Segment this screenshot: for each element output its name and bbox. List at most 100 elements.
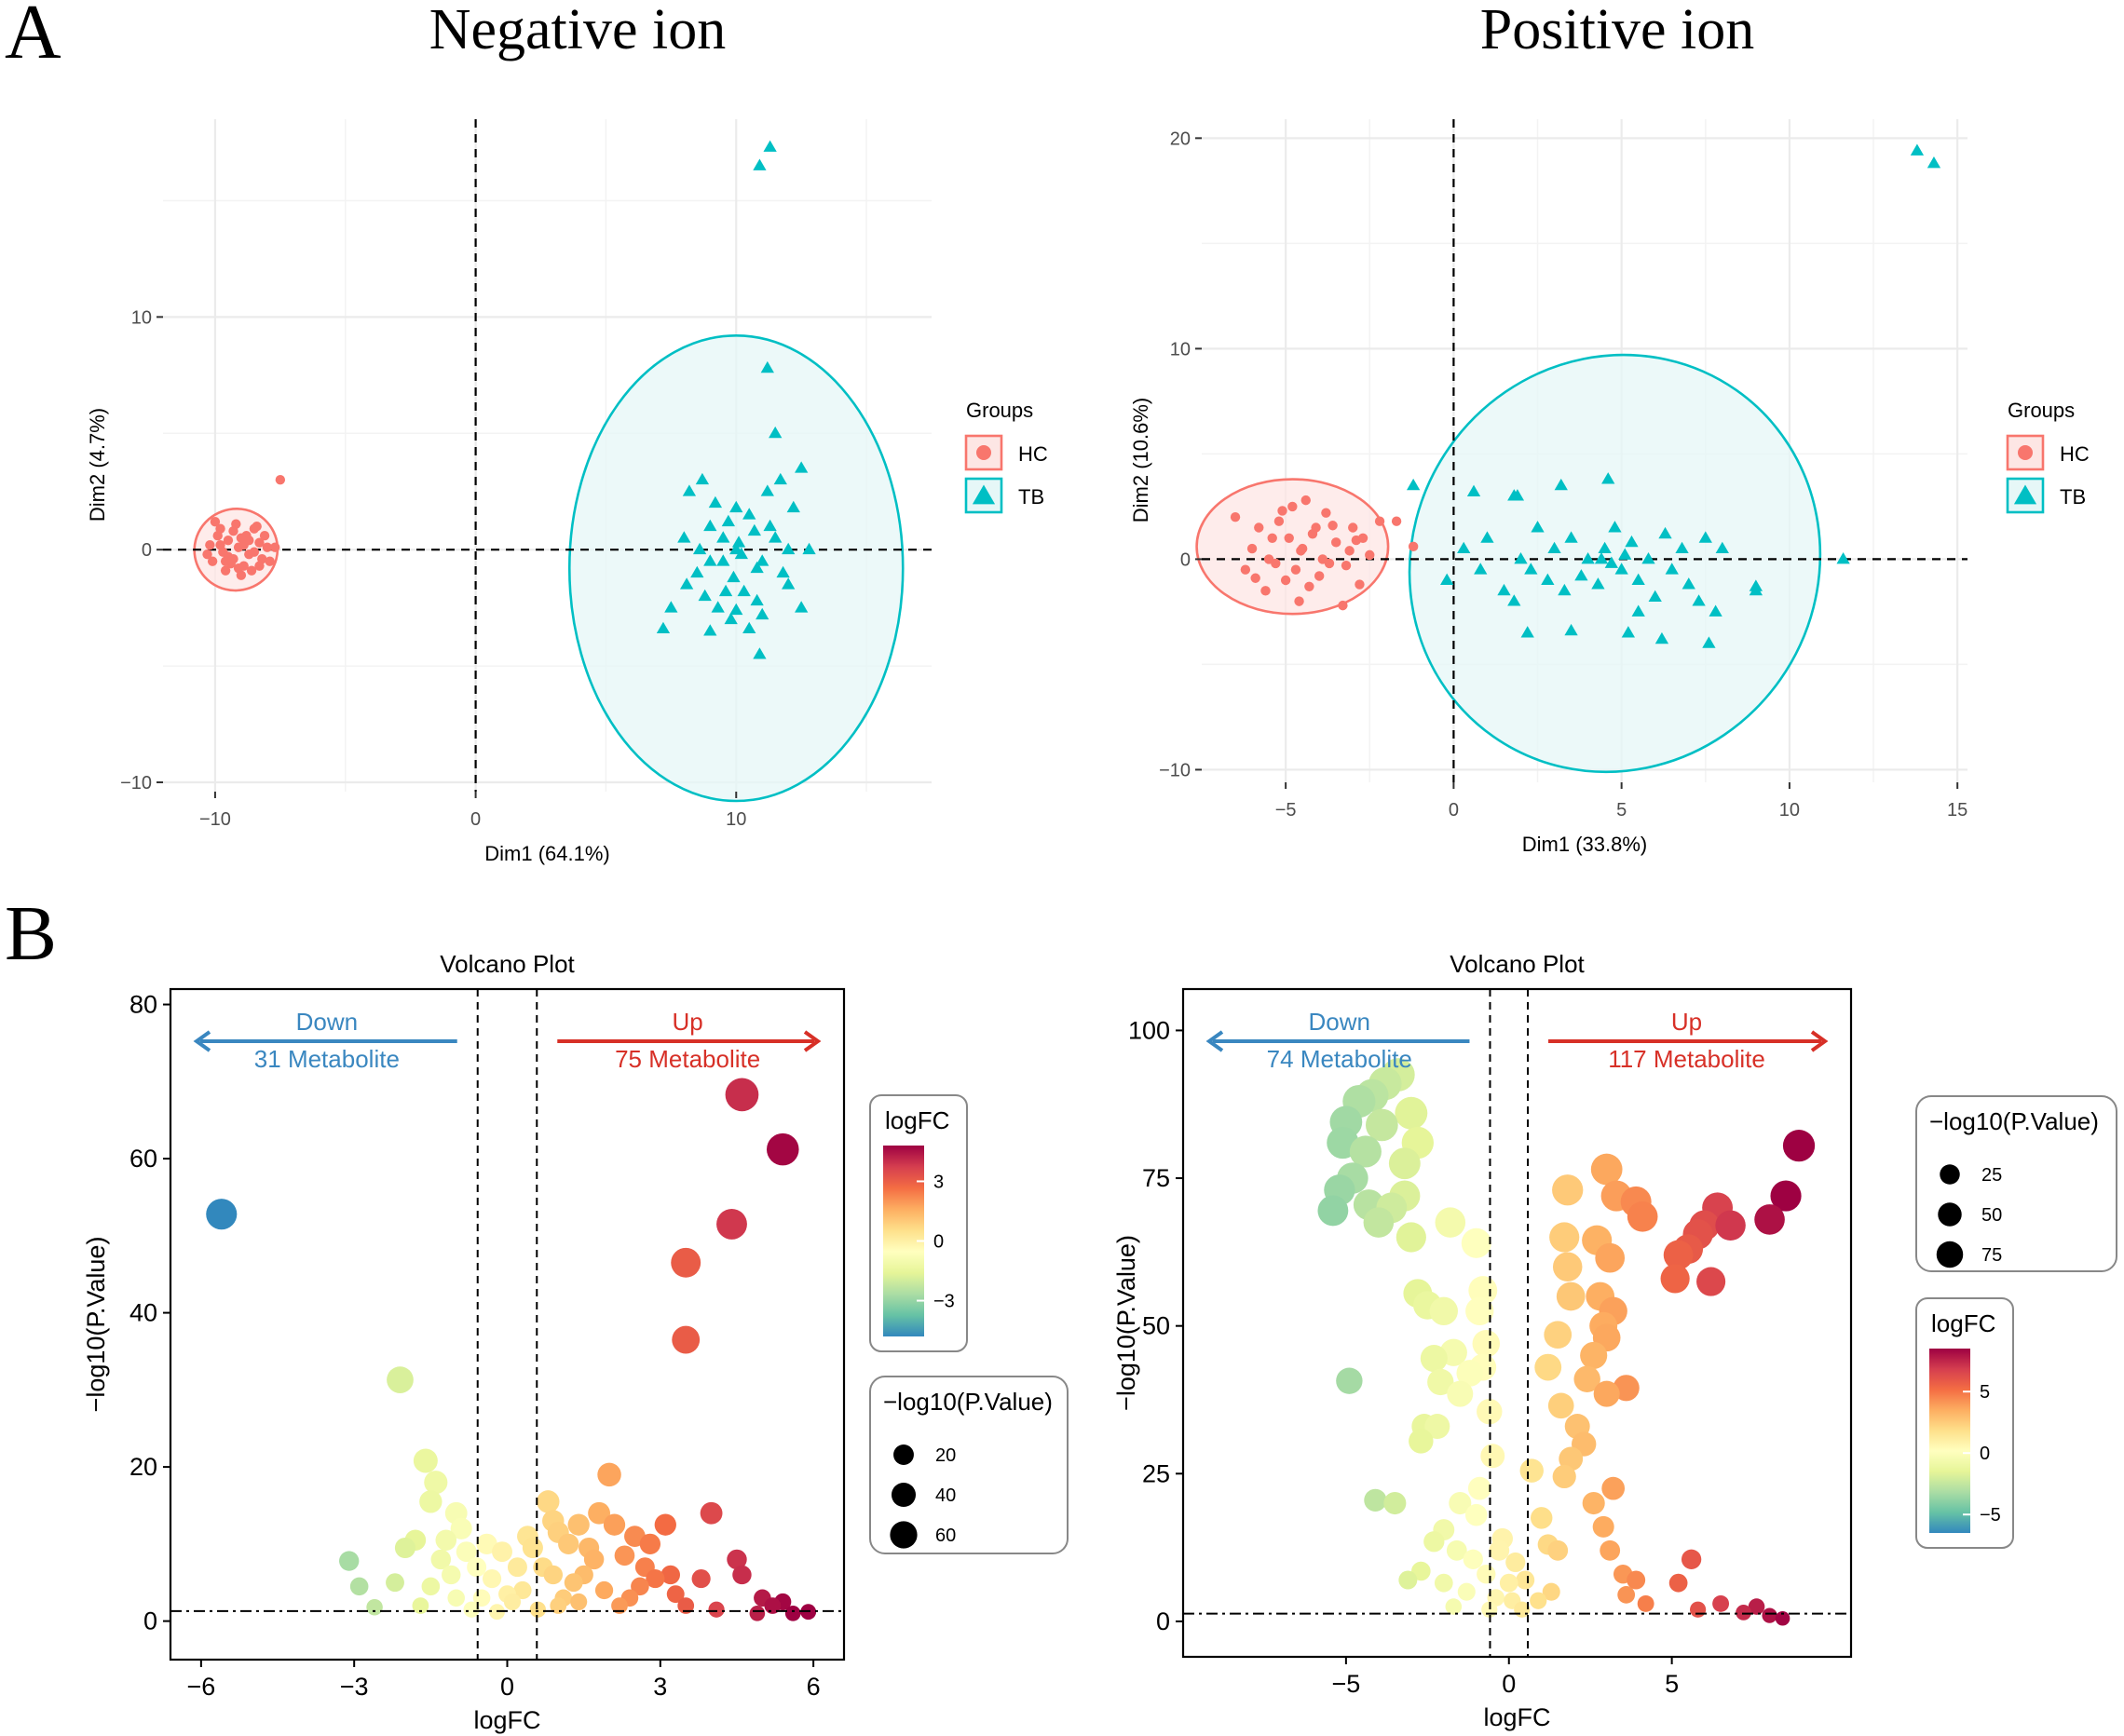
size-key-label: 25: [1981, 1165, 2002, 1186]
metabolite-point: [394, 1537, 416, 1559]
tb-point: [729, 603, 743, 616]
tb-point: [731, 536, 746, 548]
metabolite-point: [1472, 1329, 1501, 1358]
metabolite-point: [1637, 1594, 1654, 1612]
metabolite-point: [412, 1597, 429, 1614]
metabolite-point: [1409, 1429, 1434, 1454]
tb-point: [1715, 541, 1729, 554]
metabolite-point: [654, 1513, 676, 1536]
hc-point: [233, 563, 244, 574]
metabolite-point: [749, 1606, 766, 1621]
tb-point: [703, 554, 717, 566]
hc-point: [231, 519, 241, 529]
metabolite-point: [1542, 1582, 1560, 1601]
size-key-label: 60: [935, 1526, 956, 1546]
tb-point: [1406, 478, 1421, 491]
tb-point: [769, 531, 783, 543]
tb-point: [782, 577, 796, 590]
legend: Groups HC TB: [964, 399, 1048, 514]
metabolite-point: [550, 1597, 567, 1614]
tb-point: [1574, 569, 1588, 581]
tb-point: [664, 601, 678, 613]
legend-key-triangle: [972, 484, 996, 505]
metabolite-point: [1429, 1296, 1458, 1325]
hc-point: [1250, 573, 1260, 583]
metabolite-point: [570, 1593, 588, 1611]
metabolite-point: [513, 1580, 532, 1600]
tb-point: [750, 593, 764, 606]
metabolite-point: [1712, 1594, 1730, 1612]
hc-point: [1280, 575, 1291, 586]
tb-point: [1618, 548, 1632, 560]
chart-title: Positive ion: [1480, 0, 1755, 61]
tb-point: [1836, 551, 1850, 564]
x-tick-label: 3: [653, 1673, 667, 1701]
hc-point: [1240, 564, 1251, 575]
hc-point: [1300, 495, 1311, 506]
metabolite-point: [1600, 1539, 1621, 1561]
y-tick-label: −10: [1159, 760, 1191, 780]
tb-point: [1524, 563, 1538, 575]
size-key-label: 75: [1981, 1245, 2002, 1266]
x-tick-label: 0: [1449, 800, 1459, 821]
tb-point: [721, 514, 736, 527]
metabolite-point: [1465, 1296, 1494, 1325]
metabolite-point: [1775, 1610, 1790, 1626]
hc-point: [1341, 560, 1352, 571]
hc-point: [215, 523, 225, 534]
tb-point: [677, 531, 691, 543]
tb-point: [786, 500, 800, 513]
size-key: [890, 1521, 918, 1549]
y-tick-label: 0: [1180, 549, 1191, 570]
tb-point: [679, 577, 694, 590]
chart-title: Volcano Plot: [1450, 950, 1585, 978]
hc-point: [254, 537, 265, 548]
metabolite-point: [543, 1565, 564, 1585]
metabolite-point: [1464, 1503, 1488, 1526]
hc-point: [249, 547, 260, 557]
tb-point: [1675, 541, 1689, 554]
tb-point: [802, 542, 816, 555]
tb-point: [1507, 594, 1521, 606]
metabolite-point: [1499, 1573, 1518, 1593]
tb-point: [782, 542, 796, 555]
hc-point: [1328, 521, 1338, 531]
hc-point: [1314, 571, 1325, 581]
x-tick-label: −3: [340, 1673, 369, 1701]
tb-point: [716, 531, 730, 543]
y-axis-label: −log10(P.Value): [82, 1237, 110, 1413]
tb-point: [753, 647, 767, 659]
tb-point: [1910, 143, 1925, 156]
tb-point: [1665, 563, 1679, 575]
metabolite-point: [476, 1533, 497, 1555]
x-tick-label: 0: [500, 1673, 514, 1701]
hc-point: [1273, 516, 1285, 526]
metabolite-point: [1446, 1539, 1467, 1561]
tb-point: [776, 565, 790, 578]
x-axis-label: Dim1 (33.8%): [1522, 833, 1647, 856]
tb-point: [1927, 156, 1941, 169]
hc-point: [1321, 508, 1331, 518]
metabolite-point: [1480, 1444, 1505, 1469]
chart-title: Negative ion: [429, 0, 727, 61]
tb-point: [1440, 573, 1454, 585]
tb-point: [1709, 604, 1722, 617]
color-tick-label: 3: [933, 1172, 944, 1192]
metabolite-point: [766, 1132, 799, 1166]
tb-point: [1654, 631, 1669, 644]
metabolite-point: [567, 1513, 590, 1536]
metabolite-point: [339, 1551, 360, 1571]
metabolite-point: [1317, 1195, 1349, 1227]
down-arrow-head: [193, 1030, 211, 1052]
tb-point: [695, 472, 710, 485]
tb-point: [703, 624, 717, 636]
metabolite-point: [603, 1513, 626, 1536]
hc-point: [1290, 564, 1301, 575]
metabolite-point: [727, 1549, 747, 1570]
size-legend-title: −log10(P.Value): [883, 1388, 1053, 1416]
hc-point: [262, 542, 273, 552]
metabolite-point: [558, 1533, 579, 1555]
metabolite-point: [1505, 1552, 1526, 1573]
metabolite-point: [1590, 1153, 1623, 1186]
metabolite-point: [1447, 1380, 1474, 1407]
